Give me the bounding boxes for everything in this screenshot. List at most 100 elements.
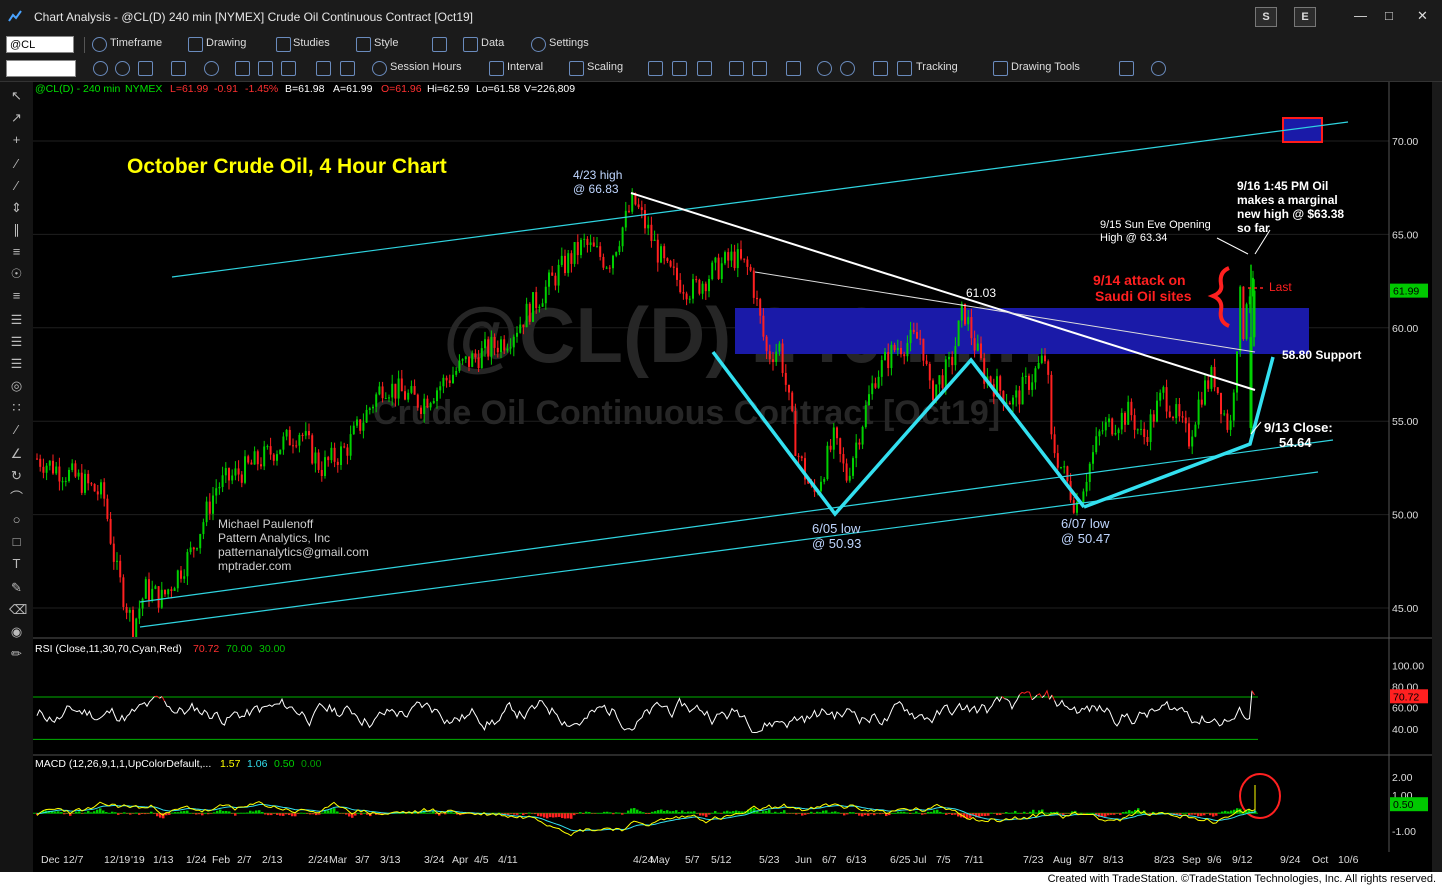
channel-icon[interactable]: ∥ [13,222,20,237]
s-button[interactable]: S [1255,7,1277,27]
macd-hist-bar [270,813,273,816]
save-icon[interactable] [258,61,273,76]
fib-time-icon[interactable]: ☰ [10,334,23,349]
macd-hist-bar [126,813,129,814]
candle [823,477,826,485]
refresh-icon[interactable] [93,61,108,76]
macd-hist-bar [522,813,525,816]
candle [202,518,205,540]
chart-background [33,82,1432,872]
candle [1220,392,1222,424]
style-menu[interactable]: Style [374,37,399,49]
rectangle-icon[interactable]: □ [12,534,21,549]
grid-icon[interactable] [171,61,186,76]
apps-icon[interactable] [316,61,331,76]
candle [96,485,99,501]
compare-icon[interactable] [786,61,801,76]
fib-icon[interactable]: ≡ [12,288,21,303]
levels-icon[interactable]: ☰ [10,356,23,371]
drawing-menu[interactable]: Drawing [206,37,247,49]
macd-hist-bar [321,812,324,814]
macd-hist-bar [105,812,108,814]
candle [615,251,618,258]
tracking-menu[interactable]: Tracking [916,61,958,73]
eye-icon[interactable]: ◉ [10,624,23,639]
macd-hist-bar [969,813,972,819]
interval-menu[interactable]: Interval [507,61,544,73]
macd-hist-bar [366,813,369,815]
vertical-scrollbar[interactable] [1432,82,1442,872]
pitchfork-icon[interactable]: ≡ [12,244,21,259]
candle [189,541,192,555]
e-button[interactable]: E [1294,7,1316,27]
dot-chart-icon[interactable] [752,61,767,76]
candle [628,204,630,214]
minimize-button[interactable]: — [1354,8,1367,23]
arrow-icon[interactable]: ⇕ [11,200,22,215]
drawing-tools-menu[interactable]: Drawing Tools [1011,61,1080,73]
zoom-out-icon[interactable] [840,61,855,76]
speed-icon[interactable]: ∷ [12,400,21,415]
candle [861,425,864,450]
image-icon[interactable] [235,61,250,76]
timer-icon[interactable] [204,61,219,76]
studies-menu[interactable]: Studies [293,37,330,49]
trendline-icon[interactable]: ∕ [15,156,18,171]
arc-icon[interactable]: ⌒ [9,490,23,505]
ellipse-icon[interactable]: ○ [12,512,21,527]
crosshair-icon[interactable]: + [12,132,21,147]
price-tick-label: 55.00 [1392,416,1418,428]
macd-hist-bar [1008,813,1011,814]
ray-icon[interactable]: ∕ [15,178,18,193]
line-chart-icon[interactable] [729,61,744,76]
select-icon[interactable]: ↗ [11,110,22,125]
window-icon[interactable] [340,61,355,76]
time-tick-label: 3/7 [355,854,370,866]
scaling-menu[interactable]: Scaling [587,61,624,73]
text-icon[interactable]: T [12,556,21,571]
maximize-button[interactable]: □ [1385,8,1393,23]
find-icon[interactable] [281,61,296,76]
settings-menu[interactable]: Settings [549,37,589,49]
regression-icon[interactable]: ∕ [15,422,18,437]
gann-icon[interactable]: ☉ [10,266,23,281]
spiral-icon[interactable]: ◎ [10,378,23,393]
hollow-candle-icon[interactable] [697,61,712,76]
bar-icon[interactable] [648,61,663,76]
rotate-icon[interactable]: ↻ [11,468,22,483]
symbol-input[interactable]: @CL [6,36,74,53]
macd-hist-bar [294,813,297,817]
interval-input[interactable] [6,60,76,77]
candle-icon[interactable] [672,61,687,76]
fib-ext-icon[interactable]: ☰ [10,312,23,327]
candle [756,290,758,307]
eraser-icon[interactable]: ⌫ [9,602,28,617]
session-hours-menu[interactable]: Session Hours [390,61,462,73]
cloud-icon[interactable] [1151,61,1166,76]
macd-hist-bar [900,811,903,814]
pencil-draw-icon[interactable]: ✎ [11,580,22,595]
data-menu[interactable]: Data [481,37,505,49]
candle [247,454,250,465]
calendar-icon[interactable] [138,61,153,76]
candle [317,449,320,473]
candle [621,226,624,252]
angle-icon[interactable]: ∠ [10,446,23,461]
cursor-icon[interactable]: ↖ [11,88,22,103]
candle [320,461,323,482]
candle [205,496,208,527]
macd-hist-bar [825,810,828,814]
track-grid-icon[interactable] [873,61,888,76]
chart-area[interactable]: @CL(D) 240 min Crude Oil Continuous Cont… [33,82,1432,872]
close-button[interactable]: ✕ [1417,8,1428,23]
candle [564,249,566,276]
macd-hist-bar [705,813,708,817]
timeframe-menu[interactable]: Timeframe [110,37,163,49]
macd-hist-bar [591,813,594,814]
link-icon[interactable] [115,61,130,76]
zoom-in-icon[interactable] [817,61,832,76]
macd-hist-bar [681,810,684,814]
edit-icon[interactable]: ✏ [11,646,22,661]
candle [656,233,659,272]
add-drawing-icon[interactable] [1119,61,1134,76]
